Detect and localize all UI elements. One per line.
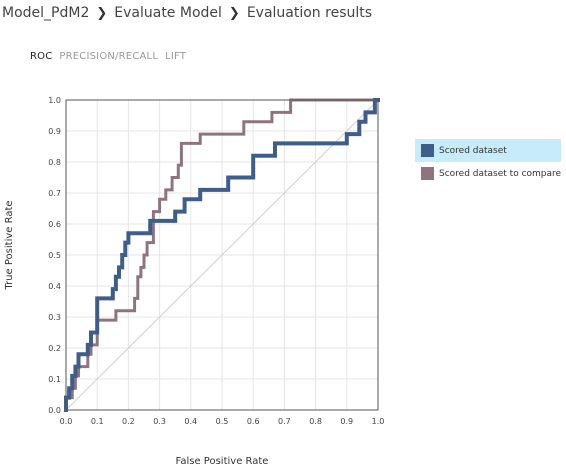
chart-tabs: ROC PRECISION/RECALL LIFT (30, 51, 186, 62)
x-axis-title: False Positive Rate (176, 456, 269, 467)
y-tick-label: 0.9 (48, 127, 61, 136)
tab-roc[interactable]: ROC (30, 51, 53, 62)
x-tick-label: 1.0 (372, 417, 385, 426)
tab-precision-recall[interactable]: PRECISION/RECALL (59, 51, 159, 62)
legend-swatch-scored-dataset-to-compare (421, 167, 434, 180)
x-tick-label: 0.8 (309, 417, 322, 426)
legend-item-scored-dataset-to-compare[interactable]: Scored dataset to compare (415, 162, 561, 185)
breadcrumb-item-evaluate-model[interactable]: Evaluate Model (114, 5, 222, 21)
breadcrumb-item-evaluation-results: Evaluation results (246, 5, 373, 21)
breadcrumb-separator-icon: ❯ (228, 5, 240, 21)
y-tick-label: 0.2 (48, 344, 61, 353)
x-tick-label: 0.4 (184, 417, 197, 426)
x-axis-ticks: 0.0 0.1 0.2 0.3 0.4 0.5 0.6 0.7 0.8 0.9 1.0 (60, 417, 385, 426)
legend-label: Scored dataset (439, 145, 507, 156)
legend-item-scored-dataset[interactable]: Scored dataset (415, 139, 561, 162)
y-tick-label: 0.5 (48, 251, 61, 260)
y-tick-label: 1.0 (48, 96, 61, 105)
y-axis-title: True Positive Rate (4, 200, 15, 290)
legend-swatch-scored-dataset (421, 144, 434, 157)
legend-label: Scored dataset to compare (439, 168, 562, 179)
x-tick-label: 0.2 (122, 417, 135, 426)
breadcrumb-item-model[interactable]: Model_PdM2 (2, 5, 90, 21)
random-classifier-diagonal (65, 99, 379, 411)
y-tick-label: 0.8 (48, 158, 61, 167)
x-tick-label: 0.3 (153, 417, 166, 426)
breadcrumb-separator-icon: ❯ (96, 5, 108, 21)
roc-curve-scored-dataset (64, 98, 380, 412)
y-axis-ticks: 0.0 0.1 0.2 0.3 0.4 0.5 0.6 0.7 0.8 0.9 1.0 (48, 96, 61, 415)
x-tick-label: 0.7 (278, 417, 291, 426)
y-tick-label: 0.0 (48, 406, 61, 415)
plot-frame (65, 99, 379, 411)
x-tick-label: 0.1 (91, 417, 104, 426)
y-tick-label: 0.6 (48, 220, 61, 229)
y-tick-label: 0.7 (48, 189, 61, 198)
x-tick-label: 0.9 (340, 417, 353, 426)
y-tick-label: 0.3 (48, 313, 61, 322)
chart-legend: Scored dataset Scored dataset to compare (415, 139, 561, 185)
breadcrumb: Model_PdM2 ❯ Evaluate Model ❯ Evaluation… (2, 3, 372, 23)
x-tick-label: 0.6 (247, 417, 260, 426)
x-tick-label: 0.0 (60, 417, 73, 426)
tab-lift[interactable]: LIFT (165, 51, 187, 62)
roc-curve-scored-dataset-to-compare (64, 98, 380, 412)
y-tick-label: 0.4 (48, 282, 61, 291)
chart-series (64, 98, 380, 412)
x-tick-label: 0.5 (216, 417, 229, 426)
y-tick-label: 0.1 (48, 375, 61, 384)
